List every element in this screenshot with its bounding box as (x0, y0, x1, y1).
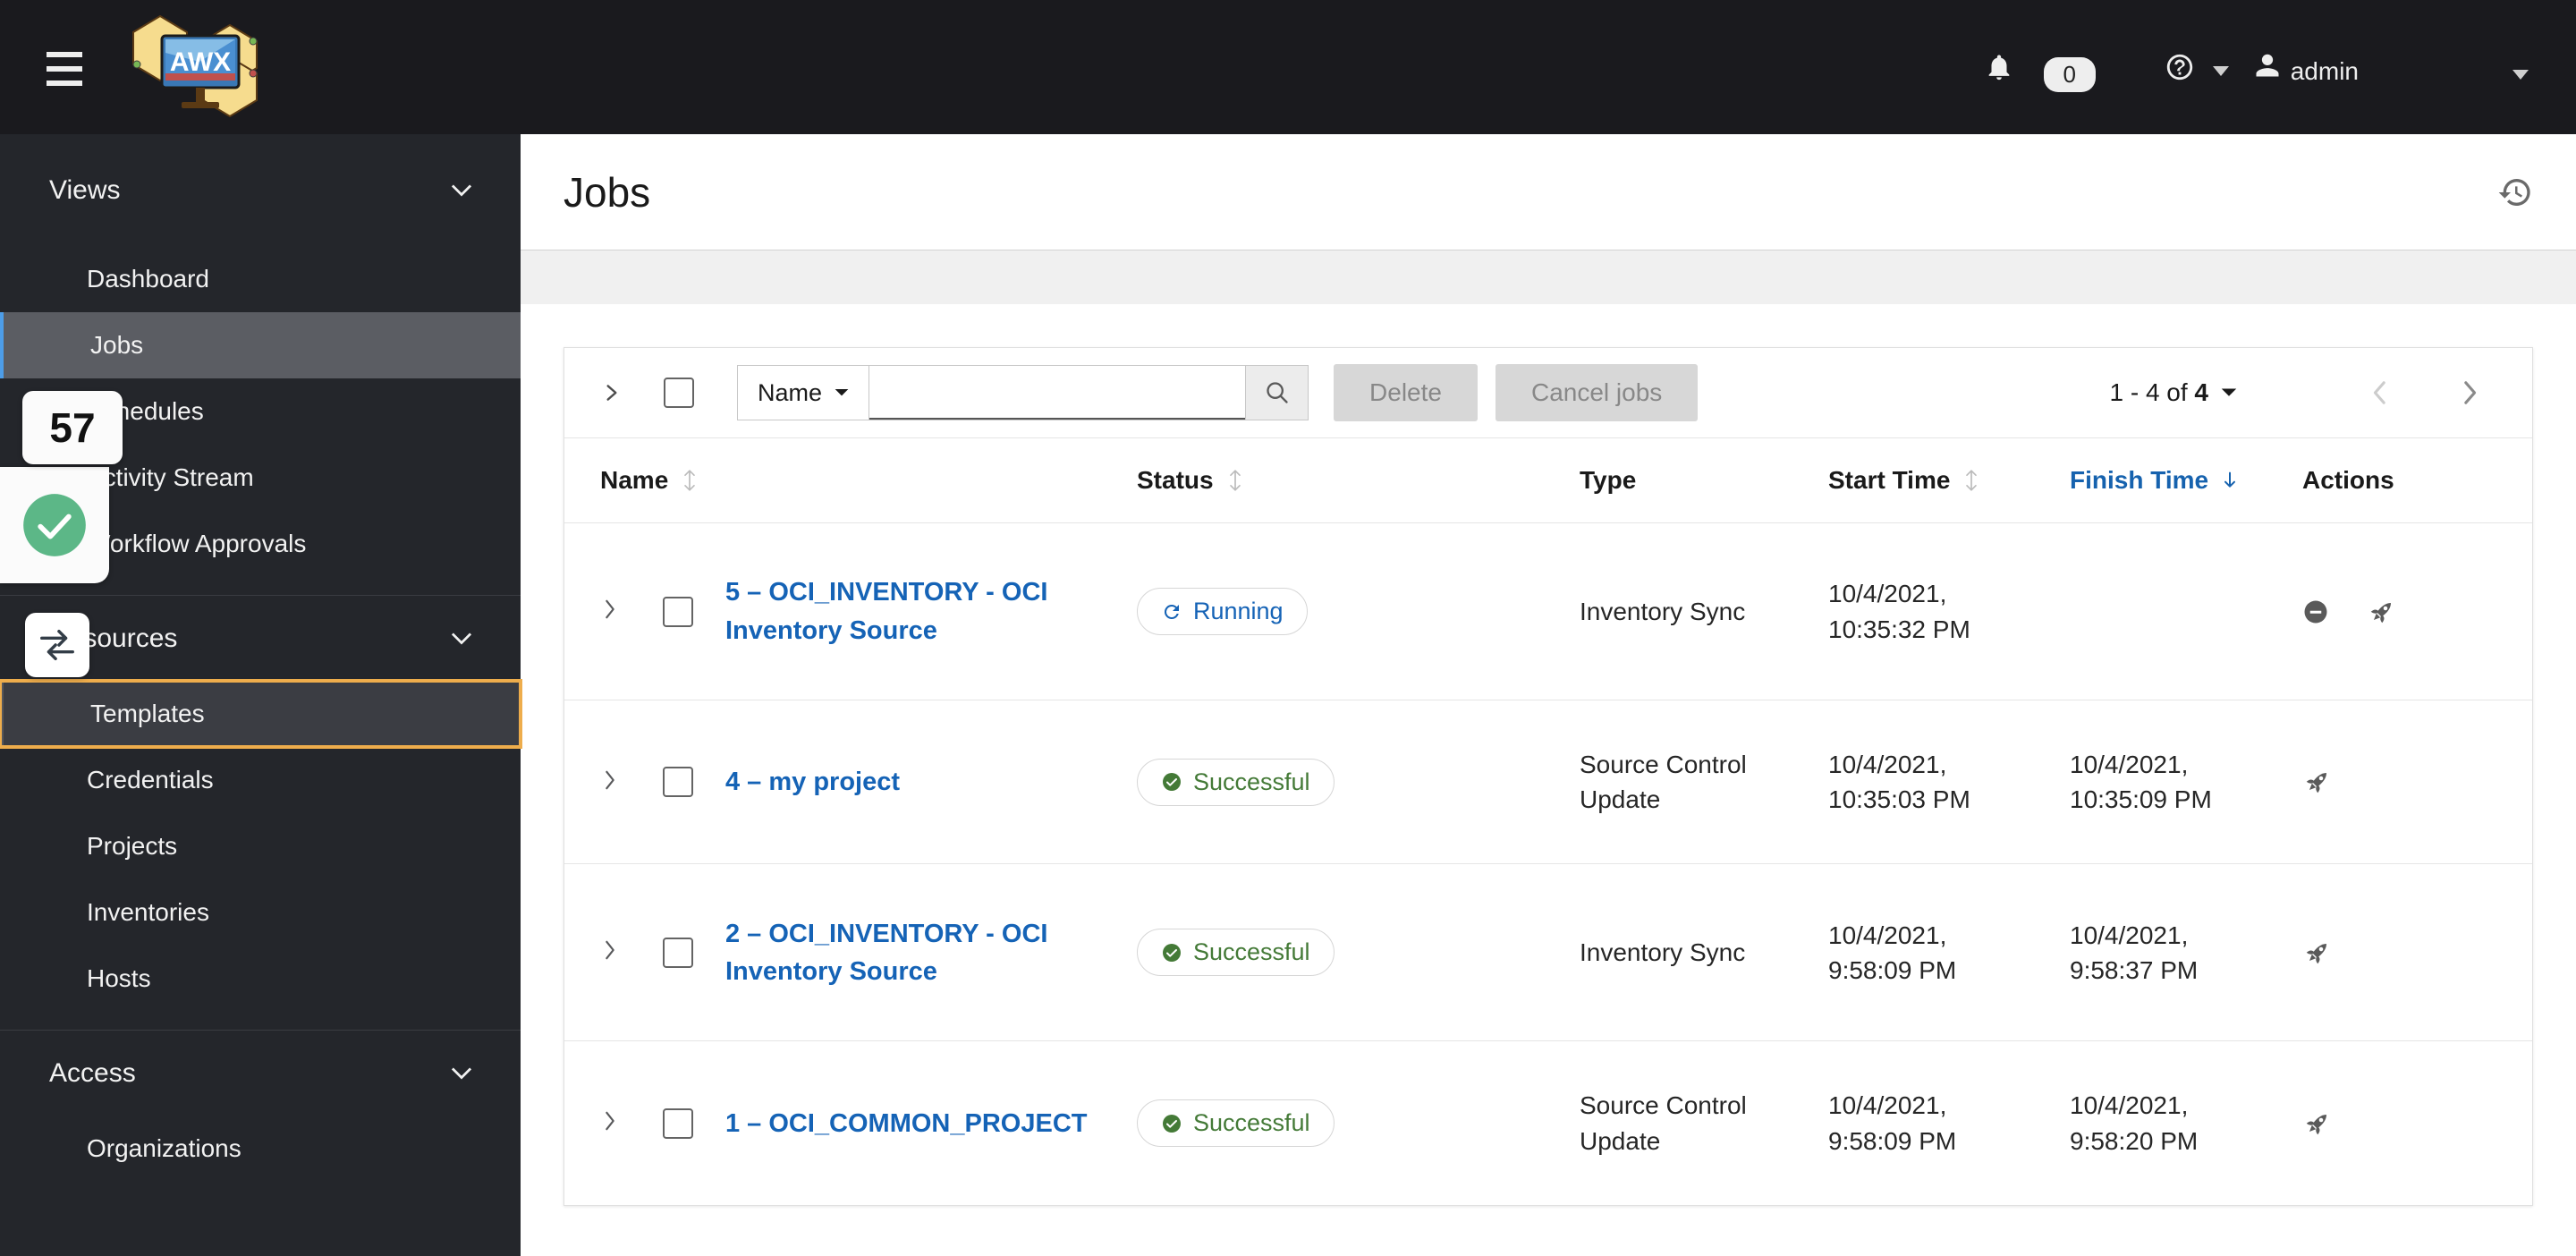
svg-text:AWX: AWX (170, 47, 231, 77)
